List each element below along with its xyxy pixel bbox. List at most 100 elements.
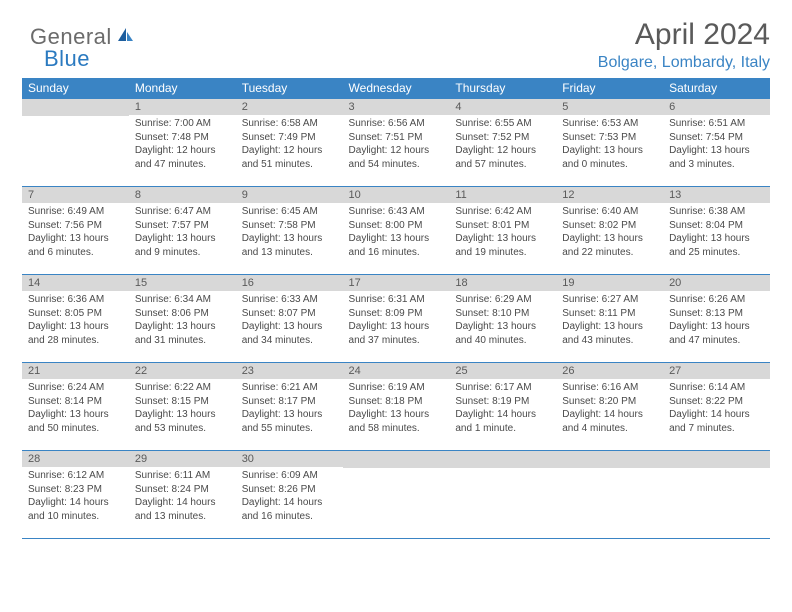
day-details: Sunrise: 6:12 AMSunset: 8:23 PMDaylight:… bbox=[22, 467, 129, 527]
calendar-day-cell: 9Sunrise: 6:45 AMSunset: 7:58 PMDaylight… bbox=[236, 187, 343, 275]
calendar-day-cell: 26Sunrise: 6:16 AMSunset: 8:20 PMDayligh… bbox=[556, 363, 663, 451]
day-number: 27 bbox=[663, 363, 770, 379]
sunset-text: Sunset: 8:19 PM bbox=[455, 395, 550, 409]
calendar-day-cell: 5Sunrise: 6:53 AMSunset: 7:53 PMDaylight… bbox=[556, 99, 663, 187]
sunrise-text: Sunrise: 6:47 AM bbox=[135, 205, 230, 219]
day-details: Sunrise: 6:29 AMSunset: 8:10 PMDaylight:… bbox=[449, 291, 556, 351]
sunrise-text: Sunrise: 6:43 AM bbox=[349, 205, 444, 219]
sunrise-text: Sunrise: 6:21 AM bbox=[242, 381, 337, 395]
day-details: Sunrise: 6:09 AMSunset: 8:26 PMDaylight:… bbox=[236, 467, 343, 527]
day-details: Sunrise: 6:31 AMSunset: 8:09 PMDaylight:… bbox=[343, 291, 450, 351]
calendar-day-cell: 16Sunrise: 6:33 AMSunset: 8:07 PMDayligh… bbox=[236, 275, 343, 363]
calendar-day-cell: 15Sunrise: 6:34 AMSunset: 8:06 PMDayligh… bbox=[129, 275, 236, 363]
day-number: 2 bbox=[236, 99, 343, 115]
calendar-day-cell: 21Sunrise: 6:24 AMSunset: 8:14 PMDayligh… bbox=[22, 363, 129, 451]
sunset-text: Sunset: 8:13 PM bbox=[669, 307, 764, 321]
sunrise-text: Sunrise: 6:19 AM bbox=[349, 381, 444, 395]
daylight-text: Daylight: 14 hours and 10 minutes. bbox=[28, 496, 123, 523]
sunrise-text: Sunrise: 6:42 AM bbox=[455, 205, 550, 219]
calendar-day-cell: 8Sunrise: 6:47 AMSunset: 7:57 PMDaylight… bbox=[129, 187, 236, 275]
daylight-text: Daylight: 13 hours and 9 minutes. bbox=[135, 232, 230, 259]
day-details: Sunrise: 6:40 AMSunset: 8:02 PMDaylight:… bbox=[556, 203, 663, 263]
sunrise-text: Sunrise: 6:53 AM bbox=[562, 117, 657, 131]
sunset-text: Sunset: 7:57 PM bbox=[135, 219, 230, 233]
day-number: 5 bbox=[556, 99, 663, 115]
sunset-text: Sunset: 8:00 PM bbox=[349, 219, 444, 233]
daylight-text: Daylight: 13 hours and 3 minutes. bbox=[669, 144, 764, 171]
day-details: Sunrise: 6:11 AMSunset: 8:24 PMDaylight:… bbox=[129, 467, 236, 527]
day-details: Sunrise: 6:43 AMSunset: 8:00 PMDaylight:… bbox=[343, 203, 450, 263]
daylight-text: Daylight: 12 hours and 51 minutes. bbox=[242, 144, 337, 171]
day-header-row: Sunday Monday Tuesday Wednesday Thursday… bbox=[22, 78, 770, 99]
sunrise-text: Sunrise: 6:56 AM bbox=[349, 117, 444, 131]
day-header: Thursday bbox=[449, 78, 556, 99]
day-details: Sunrise: 6:27 AMSunset: 8:11 PMDaylight:… bbox=[556, 291, 663, 351]
daylight-text: Daylight: 12 hours and 57 minutes. bbox=[455, 144, 550, 171]
calendar-week-row: 21Sunrise: 6:24 AMSunset: 8:14 PMDayligh… bbox=[22, 363, 770, 451]
day-details: Sunrise: 6:17 AMSunset: 8:19 PMDaylight:… bbox=[449, 379, 556, 439]
day-number: 7 bbox=[22, 187, 129, 203]
day-details: Sunrise: 6:56 AMSunset: 7:51 PMDaylight:… bbox=[343, 115, 450, 175]
day-number: 9 bbox=[236, 187, 343, 203]
day-number: 30 bbox=[236, 451, 343, 467]
sunset-text: Sunset: 7:54 PM bbox=[669, 131, 764, 145]
day-header: Monday bbox=[129, 78, 236, 99]
day-details: Sunrise: 6:55 AMSunset: 7:52 PMDaylight:… bbox=[449, 115, 556, 175]
calendar-day-cell bbox=[449, 451, 556, 539]
daylight-text: Daylight: 13 hours and 16 minutes. bbox=[349, 232, 444, 259]
day-details: Sunrise: 6:58 AMSunset: 7:49 PMDaylight:… bbox=[236, 115, 343, 175]
calendar-day-cell: 4Sunrise: 6:55 AMSunset: 7:52 PMDaylight… bbox=[449, 99, 556, 187]
day-header: Wednesday bbox=[343, 78, 450, 99]
sunrise-text: Sunrise: 6:27 AM bbox=[562, 293, 657, 307]
day-number: 24 bbox=[343, 363, 450, 379]
logo-sail-icon bbox=[116, 26, 134, 49]
sunrise-text: Sunrise: 6:49 AM bbox=[28, 205, 123, 219]
daylight-text: Daylight: 13 hours and 28 minutes. bbox=[28, 320, 123, 347]
calendar-day-cell: 23Sunrise: 6:21 AMSunset: 8:17 PMDayligh… bbox=[236, 363, 343, 451]
day-details: Sunrise: 6:24 AMSunset: 8:14 PMDaylight:… bbox=[22, 379, 129, 439]
day-number bbox=[22, 99, 129, 116]
daylight-text: Daylight: 13 hours and 53 minutes. bbox=[135, 408, 230, 435]
calendar-week-row: 1Sunrise: 7:00 AMSunset: 7:48 PMDaylight… bbox=[22, 99, 770, 187]
day-number: 28 bbox=[22, 451, 129, 467]
sunrise-text: Sunrise: 6:45 AM bbox=[242, 205, 337, 219]
day-details: Sunrise: 6:42 AMSunset: 8:01 PMDaylight:… bbox=[449, 203, 556, 263]
calendar-day-cell bbox=[343, 451, 450, 539]
calendar-week-row: 14Sunrise: 6:36 AMSunset: 8:05 PMDayligh… bbox=[22, 275, 770, 363]
daylight-text: Daylight: 14 hours and 13 minutes. bbox=[135, 496, 230, 523]
daylight-text: Daylight: 12 hours and 54 minutes. bbox=[349, 144, 444, 171]
sunset-text: Sunset: 8:18 PM bbox=[349, 395, 444, 409]
calendar-day-cell: 25Sunrise: 6:17 AMSunset: 8:19 PMDayligh… bbox=[449, 363, 556, 451]
sunrise-text: Sunrise: 6:51 AM bbox=[669, 117, 764, 131]
calendar-day-cell: 17Sunrise: 6:31 AMSunset: 8:09 PMDayligh… bbox=[343, 275, 450, 363]
calendar-day-cell: 29Sunrise: 6:11 AMSunset: 8:24 PMDayligh… bbox=[129, 451, 236, 539]
sunrise-text: Sunrise: 6:12 AM bbox=[28, 469, 123, 483]
day-details: Sunrise: 6:22 AMSunset: 8:15 PMDaylight:… bbox=[129, 379, 236, 439]
calendar-day-cell: 14Sunrise: 6:36 AMSunset: 8:05 PMDayligh… bbox=[22, 275, 129, 363]
sunrise-text: Sunrise: 6:26 AM bbox=[669, 293, 764, 307]
day-details: Sunrise: 6:53 AMSunset: 7:53 PMDaylight:… bbox=[556, 115, 663, 175]
day-details: Sunrise: 6:26 AMSunset: 8:13 PMDaylight:… bbox=[663, 291, 770, 351]
day-details: Sunrise: 6:33 AMSunset: 8:07 PMDaylight:… bbox=[236, 291, 343, 351]
daylight-text: Daylight: 13 hours and 34 minutes. bbox=[242, 320, 337, 347]
day-number: 22 bbox=[129, 363, 236, 379]
sunrise-text: Sunrise: 6:33 AM bbox=[242, 293, 337, 307]
daylight-text: Daylight: 14 hours and 7 minutes. bbox=[669, 408, 764, 435]
day-header: Tuesday bbox=[236, 78, 343, 99]
sunset-text: Sunset: 8:04 PM bbox=[669, 219, 764, 233]
sunset-text: Sunset: 8:01 PM bbox=[455, 219, 550, 233]
daylight-text: Daylight: 12 hours and 47 minutes. bbox=[135, 144, 230, 171]
sunset-text: Sunset: 7:48 PM bbox=[135, 131, 230, 145]
location: Bolgare, Lombardy, Italy bbox=[22, 54, 770, 72]
sunset-text: Sunset: 8:17 PM bbox=[242, 395, 337, 409]
sunset-text: Sunset: 8:07 PM bbox=[242, 307, 337, 321]
daylight-text: Daylight: 13 hours and 0 minutes. bbox=[562, 144, 657, 171]
sunset-text: Sunset: 8:24 PM bbox=[135, 483, 230, 497]
sunset-text: Sunset: 7:56 PM bbox=[28, 219, 123, 233]
sunrise-text: Sunrise: 6:34 AM bbox=[135, 293, 230, 307]
calendar-day-cell: 30Sunrise: 6:09 AMSunset: 8:26 PMDayligh… bbox=[236, 451, 343, 539]
day-details: Sunrise: 6:51 AMSunset: 7:54 PMDaylight:… bbox=[663, 115, 770, 175]
day-details: Sunrise: 6:19 AMSunset: 8:18 PMDaylight:… bbox=[343, 379, 450, 439]
daylight-text: Daylight: 13 hours and 55 minutes. bbox=[242, 408, 337, 435]
day-details: Sunrise: 6:16 AMSunset: 8:20 PMDaylight:… bbox=[556, 379, 663, 439]
